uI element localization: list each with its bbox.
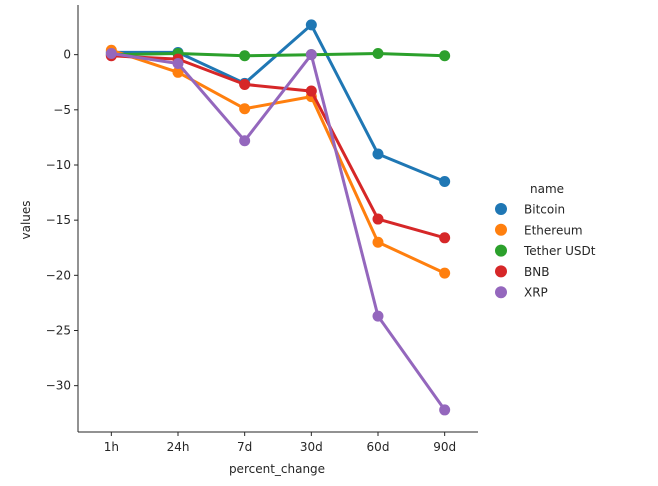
legend-marker-bnb <box>495 265 507 278</box>
series-bnb <box>105 50 451 244</box>
y-axis-title: values <box>19 200 33 239</box>
data-point-bnb-30d <box>305 85 317 97</box>
data-point-xrp-24h <box>172 57 184 69</box>
data-point-bitcoin-30d <box>305 19 317 31</box>
data-point-bnb-60d <box>372 213 384 225</box>
legend-item-xrp: XRP <box>495 286 548 300</box>
series-line-ethereum <box>109 48 447 275</box>
data-point-xrp-7d <box>239 135 251 147</box>
y-tick-label: −5 <box>53 103 71 117</box>
legend-label-ethereum: Ethereum <box>524 223 583 237</box>
data-point-bitcoin-90d <box>439 176 451 188</box>
y-tick-label: −10 <box>46 158 71 172</box>
series-xrp <box>105 48 451 416</box>
data-point-tether-usdt-90d <box>439 50 451 62</box>
legend-marker-bitcoin <box>495 203 507 215</box>
series-line-xrp <box>109 52 447 412</box>
legend-item-ethereum: Ethereum <box>495 223 583 237</box>
legend-marker-ethereum <box>495 223 507 236</box>
series-line-tether-usdt <box>109 52 447 58</box>
plot-area <box>105 19 451 416</box>
data-point-bitcoin-60d <box>372 148 384 160</box>
series-line-bnb <box>109 54 447 240</box>
legend-marker-xrp <box>495 286 507 299</box>
x-axis-title: percent_change <box>229 462 325 476</box>
data-point-ethereum-90d <box>439 267 451 279</box>
data-point-xrp-1h <box>105 48 117 60</box>
data-point-tether-usdt-60d <box>372 48 384 60</box>
data-point-bnb-7d <box>239 78 251 90</box>
data-point-xrp-30d <box>305 49 317 61</box>
legend-label-bitcoin: Bitcoin <box>524 203 565 217</box>
y-tick-label: −30 <box>46 379 71 393</box>
legend-item-bnb: BNB <box>495 265 549 279</box>
y-tick-label: −20 <box>46 268 71 282</box>
x-tick-label-60d: 60d <box>367 440 390 454</box>
legend-item-bitcoin: Bitcoin <box>495 203 565 217</box>
x-tick-label-24h: 24h <box>167 440 190 454</box>
y-tick-label: −25 <box>46 323 71 337</box>
x-tick-label-90d: 90d <box>433 440 456 454</box>
legend-label-bnb: BNB <box>524 265 549 279</box>
x-tick-label-7d: 7d <box>237 440 252 454</box>
legend-title: name <box>530 182 564 196</box>
data-point-xrp-90d <box>439 404 451 416</box>
y-tick-label: −15 <box>46 213 71 227</box>
x-axis: 1h 24h 7d 30d 60d 90d <box>78 431 478 454</box>
data-point-tether-usdt-7d <box>239 50 251 62</box>
legend-marker-tether-usdt <box>495 244 507 257</box>
legend-item-tether-usdt: Tether USDt <box>495 244 596 258</box>
x-tick-label-30d: 30d <box>300 440 323 454</box>
legend-label-tether-usdt: Tether USDt <box>523 244 596 258</box>
data-point-ethereum-7d <box>239 103 251 115</box>
data-point-xrp-60d <box>372 310 384 322</box>
legend: name Bitcoin Ethereum Tether USDt BNB XRP <box>495 182 596 300</box>
y-tick-label: 0 <box>63 48 71 62</box>
data-point-ethereum-60d <box>372 236 384 248</box>
data-point-bnb-90d <box>439 232 451 244</box>
data-point-ethereum-24h <box>172 66 184 78</box>
legend-label-xrp: XRP <box>524 286 548 300</box>
x-tick-label-1h: 1h <box>104 440 119 454</box>
y-axis: 0 −5 −10 −15 −20 −25 −30 <box>46 5 79 432</box>
